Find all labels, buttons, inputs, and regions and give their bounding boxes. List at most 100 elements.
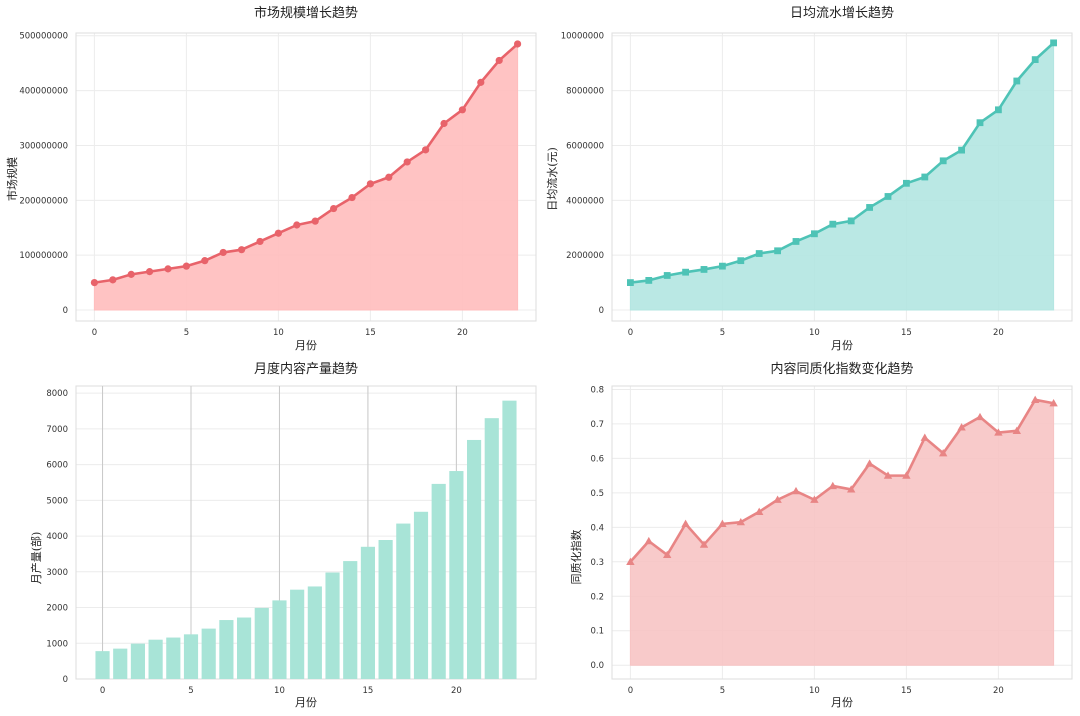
data-point [681, 519, 690, 528]
chart-title: 月度内容产量趋势 [254, 361, 358, 377]
x-tick-label: 0 [628, 686, 633, 696]
data-point [495, 56, 503, 65]
bar [360, 546, 375, 679]
data-point [791, 486, 801, 495]
data-series [90, 40, 522, 311]
data-point [792, 238, 800, 245]
y-tick-label: 10000000 [561, 32, 604, 42]
data-point [238, 246, 246, 254]
data-point [883, 471, 893, 479]
x-tick-label: 15 [363, 686, 374, 696]
market-size-chart-svg: 市场规模增长趋势 月份 市场规模 0 100000000 200000000 3000… [5, 5, 537, 352]
y-tick-label: 8000 [46, 389, 68, 399]
data-point [182, 262, 190, 270]
y-tick-label: 8000000 [566, 87, 604, 97]
x-tick-label: 5 [184, 328, 189, 338]
y-axis-label: 月产量(部) [29, 532, 43, 585]
bar [484, 418, 499, 679]
y-tick-label: 0.7 [590, 420, 604, 430]
homogeneity-index-chart: 内容同质化指数变化趋势 月份 同质化指数 0.0 0.1 0.2 0.3 0.4 0.5 0… [540, 358, 1080, 716]
daily-revenue-chart: 日均流水增长趋势 月份 日均流水(元) 0 2000000 4000000 60000… [540, 0, 1080, 358]
x-tick-label: 15 [901, 686, 912, 696]
x-tick-label: 5 [188, 686, 193, 696]
data-point [810, 495, 819, 503]
bar [467, 439, 482, 679]
y-tick-label: 7000 [46, 425, 68, 435]
y-tick-label: 0 [63, 675, 68, 685]
x-tick-label: 20 [457, 328, 468, 338]
data-point [847, 217, 855, 225]
data-point [811, 230, 818, 238]
data-point [1012, 426, 1021, 434]
data-point [219, 248, 227, 257]
bar [237, 617, 252, 679]
data-point [644, 536, 653, 545]
data-point [755, 507, 764, 515]
data-point [1049, 399, 1058, 407]
x-tick-label: 0 [628, 328, 633, 338]
bar [113, 648, 128, 679]
bar [201, 628, 216, 679]
data-point [366, 180, 374, 188]
data-series [627, 39, 1057, 311]
bar [325, 572, 340, 679]
x-tick-label: 0 [100, 686, 105, 696]
y-tick-label: 0.0 [590, 661, 604, 671]
data-point [458, 106, 466, 114]
x-tick-label: 20 [993, 328, 1004, 338]
data-point [719, 262, 726, 270]
data-point [164, 265, 172, 273]
x-tick-label: 20 [993, 686, 1004, 696]
y-tick-label: 4000000 [566, 196, 604, 206]
data-point [847, 485, 856, 493]
data-point [958, 146, 965, 154]
data-point [737, 257, 745, 265]
monthly-output-chart: 月度内容产量趋势 月份 月产量(部) 0 1000 2000 3000 4000 5000… [0, 358, 540, 716]
bar [272, 600, 287, 679]
y-tick-label: 0.4 [590, 523, 604, 533]
plot-frame [75, 385, 537, 680]
x-tick-label: 10 [274, 686, 285, 696]
y-tick-label: 5000 [46, 496, 68, 506]
bar [378, 540, 393, 679]
y-tick-label: 6000 [46, 461, 68, 471]
y-tick-label: 500000000 [19, 32, 68, 42]
data-point [90, 279, 98, 287]
y-tick-label: 0.5 [590, 489, 604, 499]
y-tick-label: 0.3 [590, 558, 604, 568]
data-point [274, 229, 282, 237]
x-tick-label: 0 [92, 328, 97, 338]
data-point [995, 106, 1002, 114]
x-tick-label: 10 [809, 686, 820, 696]
y-tick-label: 0.1 [590, 627, 604, 637]
daily-revenue-chart-svg: 日均流水增长趋势 月份 日均流水(元) 0 2000000 4000000 60000… [545, 5, 1073, 352]
bar [502, 400, 517, 679]
data-point [109, 276, 117, 284]
x-tick-label: 10 [809, 328, 820, 338]
chart-title: 日均流水增长趋势 [790, 5, 894, 21]
data-point [1031, 56, 1039, 64]
data-point [975, 412, 985, 421]
data-point [645, 277, 653, 284]
data-point [700, 266, 708, 273]
data-point [682, 268, 689, 276]
bar [307, 586, 322, 679]
bar [130, 643, 145, 679]
data-point [884, 193, 892, 200]
bar [254, 607, 269, 679]
y-tick-label: 100000000 [19, 251, 68, 261]
y-axis-label: 同质化指数 [569, 530, 583, 585]
bar [183, 634, 199, 679]
data-point [663, 550, 672, 559]
data-point [957, 423, 966, 431]
x-tick-label: 15 [365, 328, 376, 338]
data-point [939, 157, 947, 165]
bar [290, 589, 305, 679]
y-tick-label: 0 [63, 306, 68, 316]
data-point [829, 220, 837, 228]
homogeneity-index-chart-svg: 内容同质化指数变化趋势 月份 同质化指数 0.0 0.1 0.2 0.3 0.4 0.5 0… [569, 361, 1073, 709]
x-axis-label: 月份 [831, 696, 853, 709]
data-point [718, 519, 727, 528]
bar [166, 637, 181, 679]
data-point [866, 204, 873, 211]
